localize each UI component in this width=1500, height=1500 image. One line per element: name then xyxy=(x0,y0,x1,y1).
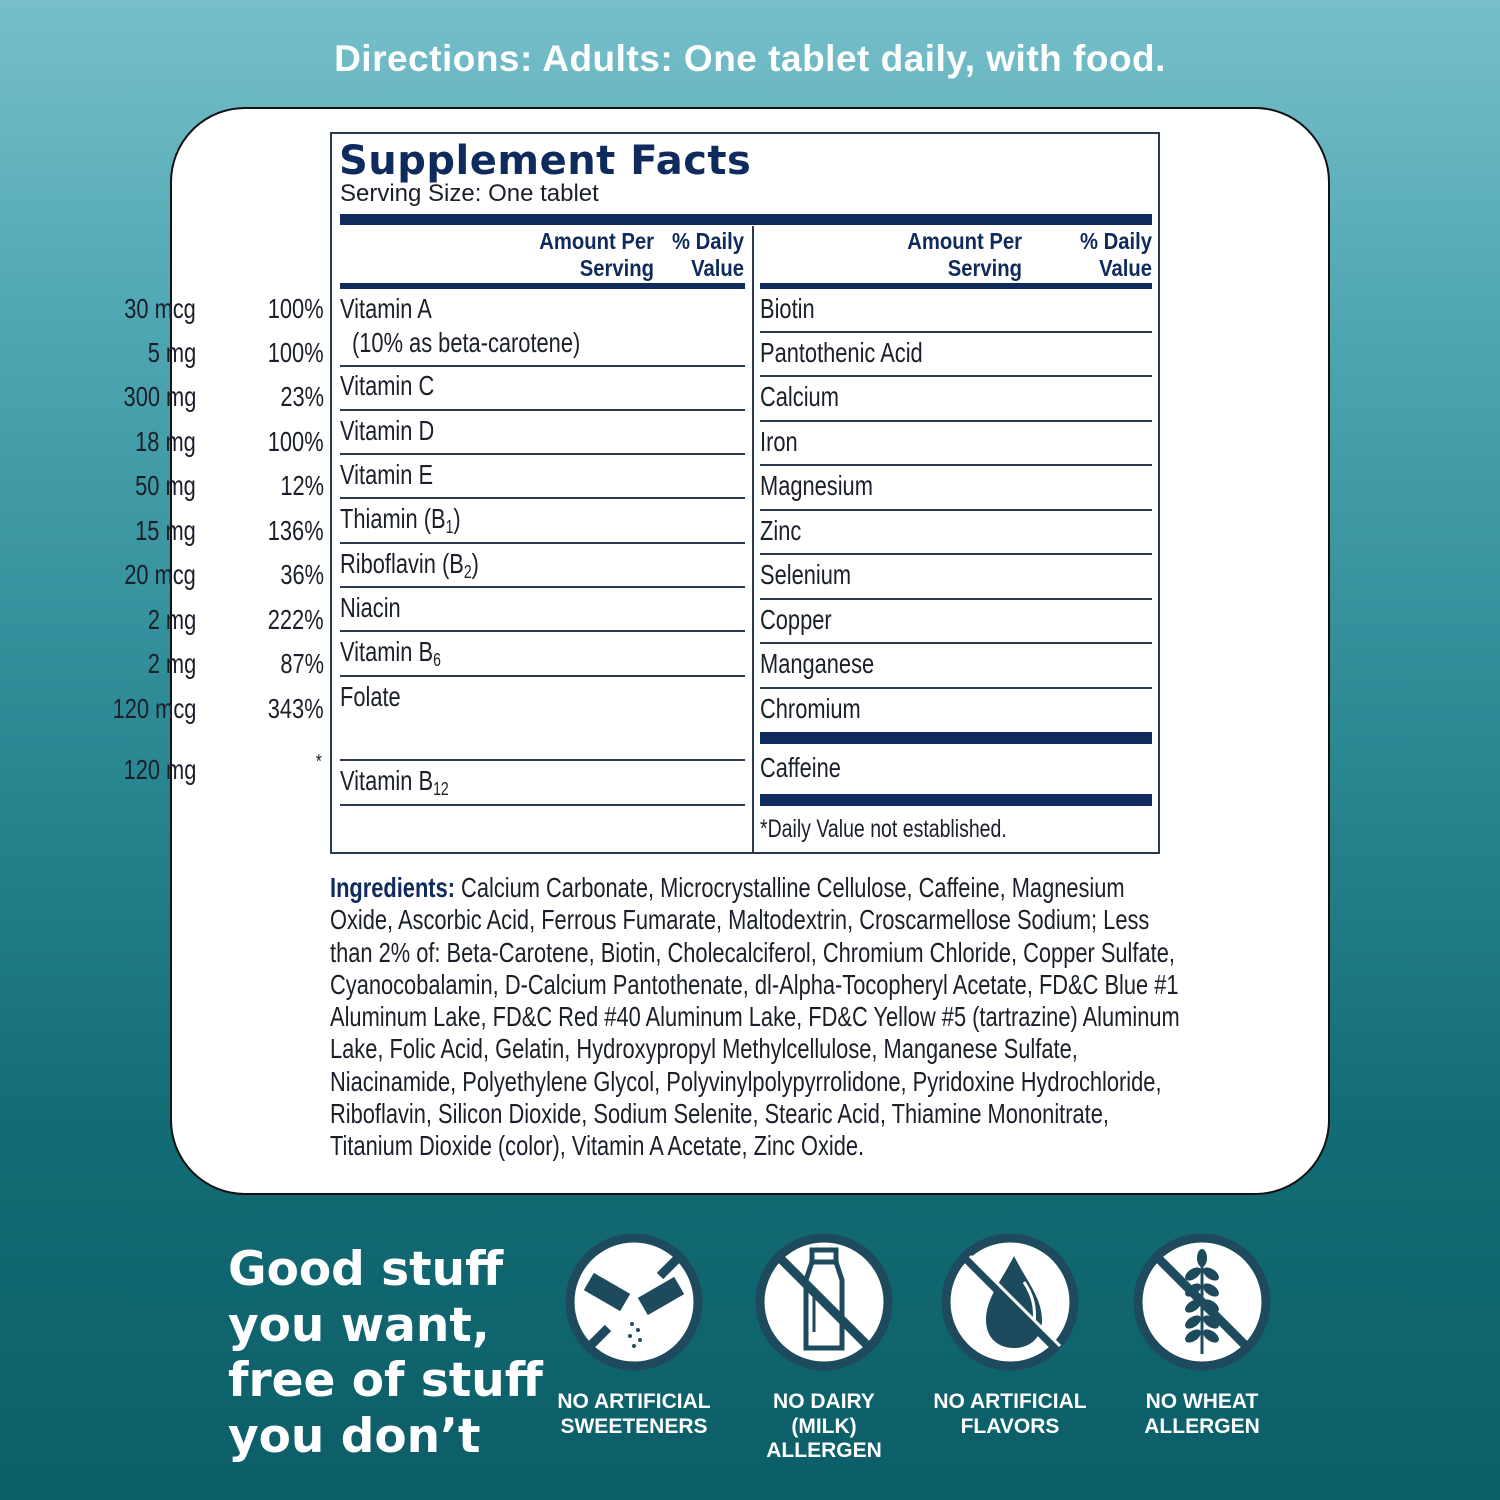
badge-label: NO ARTIFICIAL SWEETENERS xyxy=(557,1390,711,1438)
tagline: Good stuff you want, free of stuff you d… xyxy=(228,1242,543,1464)
directions-text: Directions: Adults: One tablet daily, wi… xyxy=(334,38,1166,79)
right-dv-header: % Daily Value xyxy=(1079,228,1152,281)
footnote-bar xyxy=(760,794,1152,806)
no-milk-bottle-icon xyxy=(755,1233,893,1371)
ingredients-label: Ingredients: xyxy=(330,872,455,903)
no-sweetener-packets-icon xyxy=(565,1233,703,1371)
facts-title: Supplement Facts xyxy=(339,138,752,184)
badge-label: NO WHEAT ALLERGEN xyxy=(1144,1390,1260,1438)
header-bar xyxy=(340,214,1152,225)
badge-no-artificial-sweeteners: NO ARTIFICIAL SWEETENERS xyxy=(534,1232,734,1439)
badge-label: NO ARTIFICIAL FLAVORS xyxy=(933,1390,1087,1438)
supplement-facts-panel: Supplement Facts Serving Size: One table… xyxy=(112,132,1160,854)
right-amount-header: Amount Per Serving xyxy=(907,228,1022,281)
no-wheat-icon xyxy=(1133,1233,1271,1371)
column-divider xyxy=(752,226,754,854)
left-amount-header: Amount Per Serving xyxy=(539,228,654,281)
ingredients-list: Calcium Carbonate, Microcrystalline Cell… xyxy=(330,872,1180,1162)
left-header-rule xyxy=(340,283,745,289)
right-header-rule xyxy=(760,283,1152,289)
badge-no-artificial-flavors: NO ARTIFICIAL FLAVORS xyxy=(910,1232,1110,1439)
other-ingredient-bar xyxy=(760,732,1152,744)
left-dv-header: % Daily Value xyxy=(671,228,744,281)
no-flavor-drop-icon xyxy=(941,1233,1079,1371)
badge-no-dairy: NO DAIRY (MILK) ALLERGEN xyxy=(724,1232,924,1464)
badge-label: NO DAIRY (MILK) ALLERGEN xyxy=(766,1390,882,1462)
ingredients-statement: Ingredients: Calcium Carbonate, Microcry… xyxy=(330,872,1330,1163)
badge-no-wheat: NO WHEAT ALLERGEN xyxy=(1102,1232,1302,1439)
serving-size: Serving Size: One tablet xyxy=(340,180,599,207)
